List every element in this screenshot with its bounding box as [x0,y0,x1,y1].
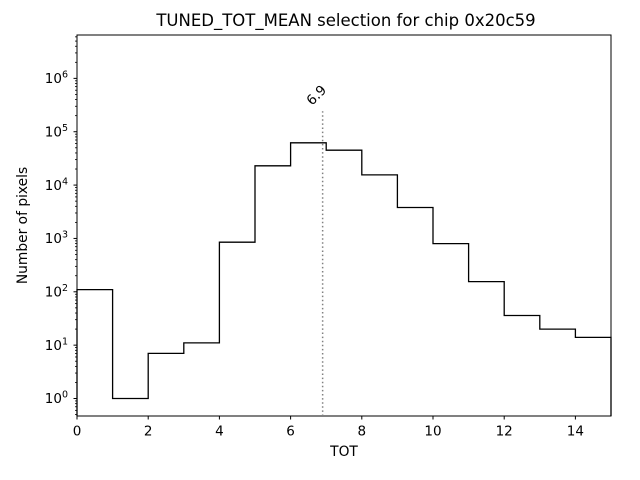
x-tick-label: 0 [73,424,82,440]
y-tick-label: 106 [45,70,68,88]
x-tick-label: 2 [144,424,153,440]
y-tick-label: 105 [45,123,68,141]
x-tick-label: 12 [496,424,513,440]
x-tick-label: 10 [424,424,441,440]
plot-frame [76,34,612,417]
y-axis-label: Number of pixels [15,167,31,284]
x-tick-label: 6 [286,424,295,440]
y-tick-label: 101 [45,336,68,354]
threshold-vline-label: 6.9 [304,82,331,109]
y-tick-label: 103 [45,230,68,248]
x-tick-label: 8 [358,424,367,440]
y-tick-label: 104 [45,176,68,194]
histogram-step-line [76,142,612,416]
x-tick-label: 14 [567,424,584,440]
y-tick-label: 102 [45,283,68,301]
y-tick-label: 100 [45,390,68,408]
chart-title: TUNED_TOT_MEAN selection for chip 0x20c5… [155,11,535,31]
x-tick-label: 4 [215,424,224,440]
x-axis-label: TOT [329,444,358,460]
